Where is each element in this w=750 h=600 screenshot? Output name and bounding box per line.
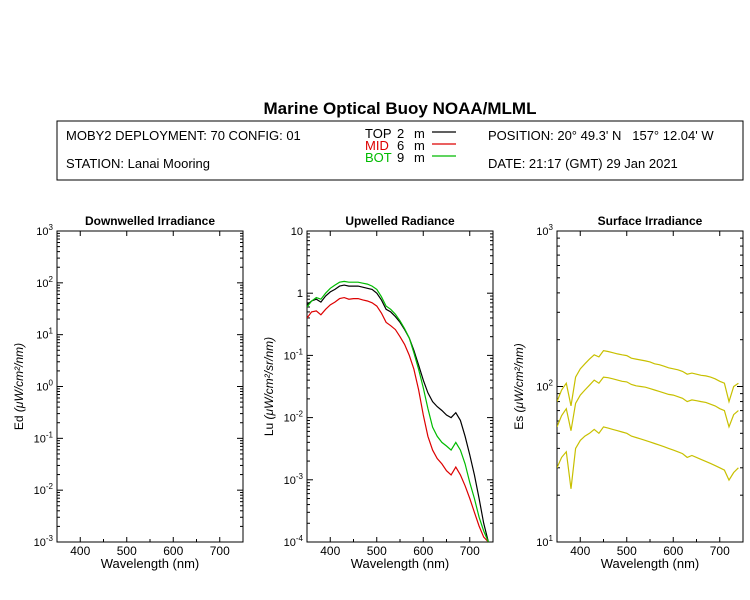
x-tick-label: 700 (460, 544, 480, 558)
x-tick-label: 700 (210, 544, 230, 558)
x-axis-label: Wavelength (nm) (351, 556, 450, 571)
y-tick-label: 10-3 (34, 534, 54, 549)
y-tick-label: 102 (536, 379, 553, 394)
series-line-1 (557, 376, 739, 431)
legend-top-depth: 2 (397, 126, 404, 141)
y-axis-label: Lu (μW/cm²/sr/nm) (262, 337, 276, 436)
x-tick-label: 600 (663, 544, 683, 558)
station-text: STATION: Lanai Mooring (66, 156, 210, 171)
series-line-mid (307, 296, 489, 542)
legend-bot-depth: 9 (397, 150, 404, 165)
plot-frame (556, 230, 744, 543)
x-tick-label: 400 (570, 544, 590, 558)
chart-1: Upwelled Radiance 400 500 600 700 Wavelength … (262, 214, 494, 571)
plots-area: Downwelled Irradiance 400 500 600 700 Wavelen… (12, 214, 744, 571)
y-tick-label: 10-2 (34, 482, 54, 497)
x-tick-label: 400 (70, 544, 90, 558)
chart-title: Downwelled Irradiance (85, 214, 215, 228)
chart-title: Surface Irradiance (598, 214, 703, 228)
series-line-bot (307, 280, 489, 542)
y-tick-label: 100 (36, 379, 53, 394)
y-tick-label: 10-2 (284, 410, 304, 425)
y-tick-label: 1 (297, 288, 303, 300)
x-tick-label: 600 (163, 544, 183, 558)
legend-mid-depth: 6 (397, 138, 404, 153)
chart-title: Upwelled Radiance (345, 214, 455, 228)
position-text: POSITION: 20° 49.3' N 157° 12.04' W (488, 128, 714, 143)
y-axis-label: Ed (μW/cm²/nm) (12, 343, 26, 430)
y-tick-label: 102 (36, 275, 53, 290)
x-tick-label: 700 (710, 544, 730, 558)
y-tick-label: 103 (36, 223, 53, 238)
legend-top-name: TOP (365, 126, 392, 141)
x-tick-label: 600 (413, 544, 433, 558)
y-tick-label: 10-4 (284, 534, 304, 549)
y-tick-label: 10-1 (34, 430, 54, 445)
y-axis-label: Es (μW/cm²/nm) (512, 343, 526, 430)
plot-frame (56, 230, 244, 543)
x-axis-label: Wavelength (nm) (101, 556, 200, 571)
legend-bot-name: BOT (365, 150, 392, 165)
x-tick-label: 500 (117, 544, 137, 558)
series-line-2 (557, 426, 739, 489)
x-tick-label: 400 (320, 544, 340, 558)
y-tick-label: 10-1 (284, 347, 304, 362)
series-line-top (307, 284, 489, 542)
x-tick-label: 500 (367, 544, 387, 558)
chart-2: Surface Irradiance 400 500 600 700 Wavelength… (512, 214, 744, 571)
legend-mid-unit: m (414, 138, 425, 153)
legend-top-unit: m (414, 126, 425, 141)
legend-mid-name: MID (365, 138, 389, 153)
figure-title: Marine Optical Buoy NOAA/MLML (264, 99, 537, 118)
info-box (56, 120, 744, 181)
legend-bot-unit: m (414, 150, 425, 165)
y-tick-label: 101 (36, 327, 53, 342)
y-tick-label: 10-3 (284, 472, 304, 487)
y-tick-label: 101 (536, 534, 553, 549)
x-tick-label: 500 (617, 544, 637, 558)
series-line-0 (557, 350, 739, 407)
plot-frame (306, 230, 494, 543)
depth-legend: TOP 2 m MID 6 m BOT 9 m (365, 126, 456, 165)
date-text: DATE: 21:17 (GMT) 29 Jan 2021 (488, 156, 678, 171)
deployment-text: MOBY2 DEPLOYMENT: 70 CONFIG: 01 (66, 128, 301, 143)
x-axis-label: Wavelength (nm) (601, 556, 700, 571)
chart-0: Downwelled Irradiance 400 500 600 700 Wavelen… (12, 214, 244, 571)
y-tick-label: 103 (536, 223, 553, 238)
y-tick-label: 10 (291, 226, 303, 238)
